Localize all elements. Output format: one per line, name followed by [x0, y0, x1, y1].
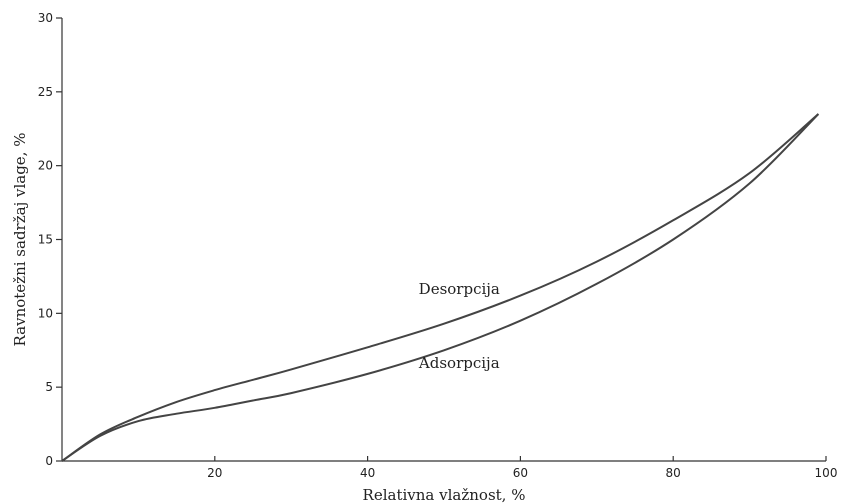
x-ticks: 20 40 60 80 100	[207, 456, 837, 480]
series-line-adsorpcija	[61, 113, 820, 462]
x-tick-label: 80	[666, 466, 681, 480]
x-tick-label: 60	[513, 466, 528, 480]
plot-area: 0 5 10 15 20 25 30 20 40 60 80 100 Desorpcija Adsor…	[38, 11, 838, 480]
curves	[61, 113, 820, 462]
x-tick-label: 100	[815, 466, 838, 480]
y-tick-label: 30	[38, 11, 53, 25]
curve-label-adsorpcija: Adsorpcija	[418, 354, 500, 372]
x-tick-label: 40	[360, 466, 375, 480]
y-tick-label: 10	[38, 306, 53, 320]
annotations: Desorpcija Adsorpcija	[418, 280, 500, 372]
y-tick-label: 15	[38, 233, 53, 247]
y-tick-label: 20	[38, 159, 53, 173]
y-tick-label: 0	[45, 454, 53, 468]
y-axis-title: Ravnotežni sadržaj vlage, %	[11, 133, 29, 347]
series-line-desorpcija	[61, 113, 820, 462]
y-tick-label: 5	[45, 380, 53, 394]
y-ticks: 0 5 10 15 20 25 30	[38, 11, 62, 468]
x-axis-title: Relativna vlažnost, %	[363, 486, 526, 504]
y-tick-label: 25	[38, 85, 53, 99]
x-tick-label: 20	[207, 466, 222, 480]
curve-label-desorpcija: Desorpcija	[419, 280, 500, 298]
